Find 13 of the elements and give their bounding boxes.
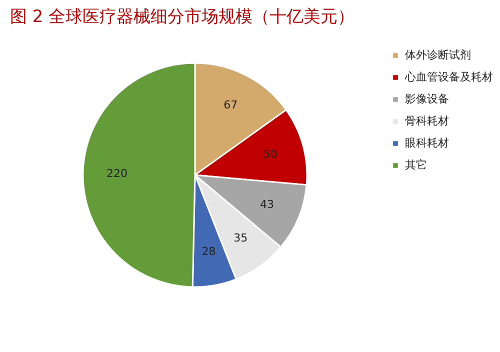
legend-label: 其它 — [405, 158, 427, 172]
data-label: 67 — [224, 98, 238, 112]
legend-label: 眼科耗材 — [405, 136, 449, 150]
data-label: 50 — [263, 148, 278, 160]
data-label: 35 — [234, 231, 248, 244]
legend-label: 心血管设备及耗材 — [404, 70, 493, 84]
data-label: 28 — [202, 244, 216, 258]
legend-label: 骨科耗材 — [405, 114, 449, 128]
data-label: 43 — [260, 198, 274, 211]
data-label: 220 — [106, 167, 128, 180]
legend-label: 体外诊断试剂 — [405, 48, 471, 62]
legend-label: 影像设备 — [405, 92, 449, 106]
chart-title: 图 2 全球医疗器械细分市场规模（十亿美元） — [10, 7, 355, 27]
